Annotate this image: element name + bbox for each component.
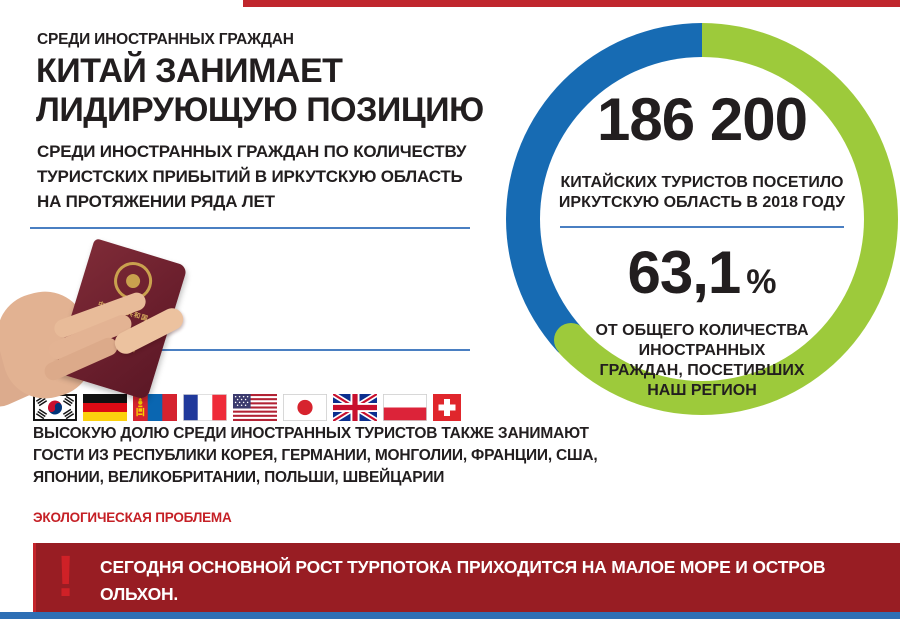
- stat-share-number: 63,1: [627, 239, 741, 306]
- stat-tourists-caption-line-1: КИТАЙСКИХ ТУРИСТОВ ПОСЕТИЛО: [560, 174, 844, 191]
- flag-japan-icon: [283, 394, 327, 421]
- flag-mongolia-icon: [133, 394, 177, 421]
- flag-poland-icon: [383, 394, 427, 421]
- warning-text: СЕГОДНЯ ОСНОВНОЙ РОСТ ТУРПОТОКА ПРИХОДИТ…: [100, 554, 900, 619]
- page-title: КИТАЙ ЗАНИМАЕТ ЛИДИРУЮЩУЮ ПОЗИЦИЮ: [36, 52, 484, 130]
- stat-share-caption-line-2: ГРАЖДАН, ПОСЕТИВШИХ: [599, 362, 805, 379]
- flag-switzerland-icon: [433, 394, 461, 421]
- top-red-bar: [243, 0, 900, 7]
- warning-banner: ! СЕГОДНЯ ОСНОВНОЙ РОСТ ТУРПОТОКА ПРИХОД…: [33, 543, 900, 619]
- subtitle-line-1: СРЕДИ ИНОСТРАННЫХ ГРАЖДАН ПО КОЛИЧЕСТВУ: [37, 142, 467, 161]
- donut-hole: [540, 57, 864, 381]
- flags-caption-line-3: ЯПОНИИ, ВЕЛИКОБРИТАНИИ, ПОЛЬШИ, ШВЕЙЦАРИ…: [33, 469, 445, 486]
- flags-caption-line-2: ГОСТИ ИЗ РЕСПУБЛИКИ КОРЕЯ, ГЕРМАНИИ, МОН…: [33, 447, 598, 464]
- donut-divider-line: [560, 226, 844, 228]
- chinese-passport-photo: 中华人民共和国 护 照 PASSPORT: [0, 210, 230, 414]
- flag-germany-icon: [83, 394, 127, 421]
- flags-row: [33, 394, 465, 421]
- stat-share-caption-line-1: ОТ ОБЩЕГО КОЛИЧЕСТВА ИНОСТРАННЫХ: [595, 322, 809, 359]
- stat-tourists-caption-line-2: ИРКУТСКУЮ ОБЛАСТЬ В 2018 ГОДУ: [558, 194, 846, 211]
- divider-line-bottom: [30, 349, 470, 351]
- subtitle-line-2: ТУРИСТСКИХ ПРИБЫТИЙ В ИРКУТСКУЮ ОБЛАСТЬ: [37, 167, 463, 186]
- page-subtitle: СРЕДИ ИНОСТРАННЫХ ГРАЖДАН ПО КОЛИЧЕСТВУ …: [37, 139, 466, 214]
- stat-share-value: 63,1%: [540, 243, 864, 311]
- donut-chart: 186 200 КИТАЙСКИХ ТУРИСТОВ ПОСЕТИЛО ИРКУ…: [506, 23, 898, 415]
- stat-share-unit: %: [746, 263, 777, 301]
- flag-south-korea-icon: [33, 394, 77, 421]
- flags-caption: ВЫСОКУЮ ДОЛЮ СРЕДИ ИНОСТРАННЫХ ТУРИСТОВ …: [33, 423, 598, 489]
- subtitle-line-3: НА ПРОТЯЖЕНИИ РЯДА ЛЕТ: [37, 192, 275, 211]
- flag-uk-icon: [333, 394, 377, 421]
- title-line-1: КИТАЙ ЗАНИМАЕТ: [36, 52, 343, 90]
- donut-center-content: 186 200 КИТАЙСКИХ ТУРИСТОВ ПОСЕТИЛО ИРКУ…: [540, 57, 864, 400]
- flag-france-icon: [183, 394, 227, 421]
- bottom-blue-bar: [0, 612, 900, 619]
- stat-tourists-value: 186 200: [597, 86, 808, 153]
- kicker-text: СРЕДИ ИНОСТРАННЫХ ГРАЖДАН: [37, 31, 294, 48]
- exclamation-icon: !: [56, 544, 76, 609]
- divider-line-top: [30, 227, 470, 229]
- title-line-2: ЛИДИРУЮЩУЮ ПОЗИЦИЮ: [36, 91, 484, 129]
- warning-line-1: СЕГОДНЯ ОСНОВНОЙ РОСТ ТУРПОТОКА ПРИХОДИТ…: [100, 557, 826, 604]
- flags-caption-line-1: ВЫСОКУЮ ДОЛЮ СРЕДИ ИНОСТРАННЫХ ТУРИСТОВ …: [33, 425, 589, 442]
- eco-problem-label: ЭКОЛОГИЧЕСКАЯ ПРОБЛЕМА: [33, 510, 232, 525]
- stat-share-caption-line-3: НАШ РЕГИОН: [647, 382, 757, 399]
- flag-usa-icon: [233, 394, 277, 421]
- stat-tourists-caption: КИТАЙСКИХ ТУРИСТОВ ПОСЕТИЛО ИРКУТСКУЮ ОБ…: [540, 173, 864, 213]
- stat-share-caption: ОТ ОБЩЕГО КОЛИЧЕСТВА ИНОСТРАННЫХ ГРАЖДАН…: [540, 321, 864, 401]
